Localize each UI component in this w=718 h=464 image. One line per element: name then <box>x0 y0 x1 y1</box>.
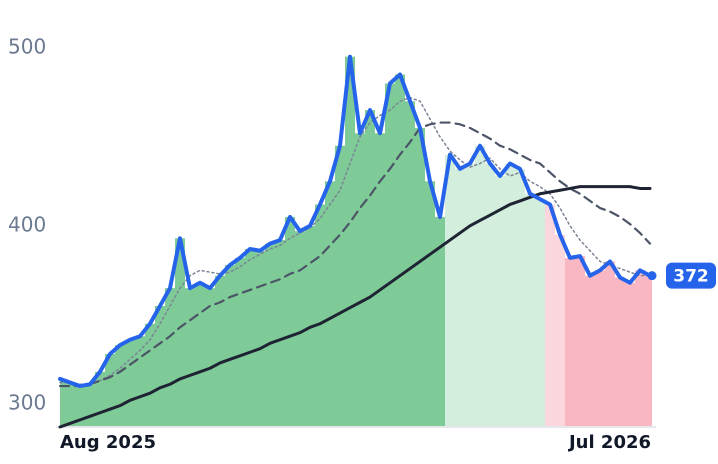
y-tick-label: 500 <box>8 34 46 58</box>
price-area-bar <box>195 282 205 427</box>
price-area-bar <box>515 168 525 427</box>
series-line <box>58 121 652 388</box>
price-area-bar <box>95 371 105 427</box>
x-tick-label: Aug 2025 <box>60 432 156 453</box>
price-area-bar <box>605 261 615 427</box>
price-area-bar <box>565 257 575 427</box>
price-area-bar <box>425 181 435 427</box>
price-area-bar <box>315 204 325 427</box>
price-area-bar <box>255 250 265 427</box>
price-area-bar <box>65 382 75 427</box>
series-line <box>59 96 651 386</box>
price-area-bar <box>585 275 595 427</box>
price-area-bar <box>525 193 535 427</box>
price-area-bar <box>475 145 485 428</box>
price-area-bar <box>615 277 625 427</box>
price-area-bar <box>385 83 395 427</box>
series-line <box>58 185 652 429</box>
price-area-bar <box>455 168 465 427</box>
price-area-bar <box>545 204 555 427</box>
price-area-bar <box>85 384 95 427</box>
price-area-bar <box>295 231 305 427</box>
price-area-bar <box>325 181 335 427</box>
price-area-bar <box>165 288 175 427</box>
price-area-bar <box>435 216 445 427</box>
price-area-bar <box>465 163 475 427</box>
price-area-bar <box>555 234 565 427</box>
price-area-bar <box>375 133 385 427</box>
x-tick-label: Jul 2026 <box>567 432 651 453</box>
price-area-bar <box>265 243 275 427</box>
price-area-bar <box>235 257 245 427</box>
y-tick-label: 300 <box>8 390 46 414</box>
price-area-bar <box>215 275 225 427</box>
price-area-bar <box>395 74 405 428</box>
price-area-bar <box>485 163 495 427</box>
price-area-bar <box>625 282 635 427</box>
price-area-bar <box>205 288 215 427</box>
series-line <box>58 54 652 389</box>
price-area-bar <box>245 248 255 427</box>
y-tick-label: 400 <box>8 212 46 236</box>
price-area-bar <box>275 240 285 427</box>
price-area-bar <box>575 256 585 427</box>
price-area-bar <box>365 110 375 427</box>
price-area-bar <box>285 216 295 427</box>
price-area-bar <box>335 145 345 428</box>
price-area-bar <box>355 133 365 427</box>
last-value-badge <box>666 262 716 289</box>
price-area-bar <box>495 175 505 427</box>
price-area-bar <box>185 288 195 427</box>
price-area-bar <box>60 378 65 427</box>
price-area-bar <box>75 386 85 427</box>
price-area-bar <box>225 264 235 427</box>
price-area-bar <box>105 354 115 427</box>
price-area-bar <box>445 154 455 427</box>
price-area-bar <box>415 127 425 427</box>
price-area-bar <box>595 270 605 427</box>
last-value-label: 372 <box>673 267 709 287</box>
price-area-bar <box>345 56 355 427</box>
last-point <box>647 271 657 281</box>
price-area-bar <box>125 339 135 427</box>
price-area-bar <box>115 345 125 427</box>
price-area-bar <box>135 336 145 427</box>
price-area-bar <box>635 270 645 427</box>
price-area-bar <box>405 101 415 428</box>
price-area-bar <box>645 275 652 427</box>
price-area-bar <box>535 199 545 427</box>
price-area-bar <box>175 238 185 427</box>
price-area-bar <box>145 323 155 427</box>
price-area-bar <box>505 163 515 427</box>
price-area-bar <box>155 305 165 427</box>
